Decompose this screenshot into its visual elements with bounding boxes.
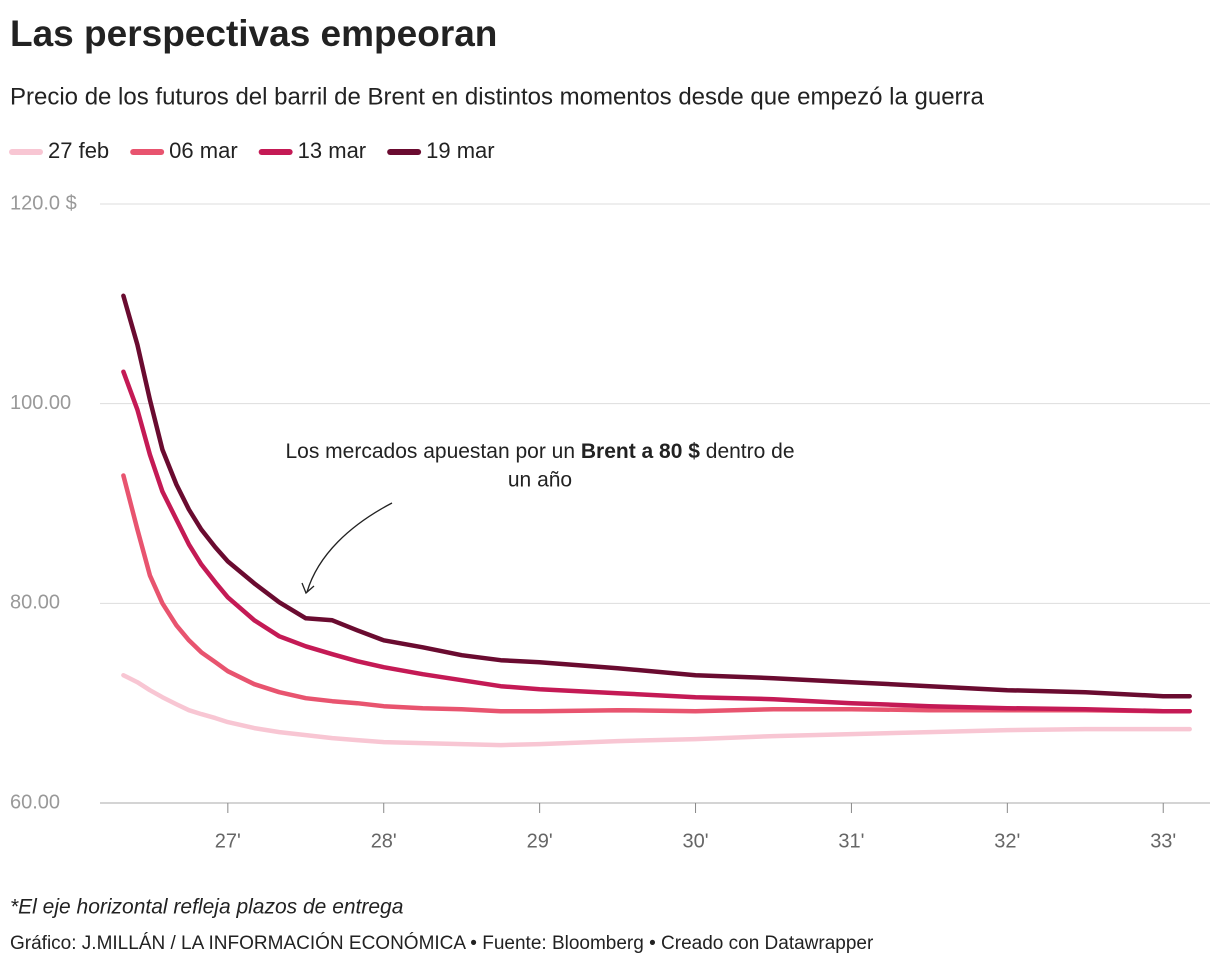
annotation-text: dentro de xyxy=(706,440,795,463)
annotation: un año xyxy=(508,469,572,492)
chart-subtitle: Precio de los futuros del barril de Bren… xyxy=(10,83,985,110)
y-tick-label: 120.0 $ xyxy=(10,192,77,214)
series-line xyxy=(121,293,1192,699)
annotation-bold: Brent a 80 $ xyxy=(581,440,700,463)
legend-label: 06 mar xyxy=(169,138,237,163)
x-tick-label: 32' xyxy=(994,830,1020,852)
x-tick-label: 30' xyxy=(682,830,708,852)
legend-label: 27 feb xyxy=(48,138,109,163)
x-tick-label: 28' xyxy=(371,830,397,852)
y-tick-label: 80.00 xyxy=(10,592,60,614)
annotation-arrowhead xyxy=(301,582,315,595)
tick-label-bg xyxy=(8,191,92,217)
annotation-text: Los mercados apuestan por un xyxy=(285,440,575,463)
tick-label-bg xyxy=(8,590,92,617)
tick-label-bg xyxy=(8,390,92,417)
series-line xyxy=(121,369,1192,714)
x-tick-label: 27' xyxy=(215,830,241,852)
series-line xyxy=(121,473,1192,714)
note: *El eje horizontal refleja plazos de ent… xyxy=(10,896,403,919)
legend: 27 feb 06 mar 13 mar 19 mar xyxy=(9,138,495,163)
x-tick-label: 31' xyxy=(838,830,864,852)
y-tick-label: 100.00 xyxy=(10,392,71,414)
source: Gráfico: J.MILLÁN / LA INFORMACIÓN ECONÓ… xyxy=(10,932,874,954)
annotation: Los mercados apuestan por un Brent a 80 … xyxy=(285,440,794,463)
annotation-arrow xyxy=(306,502,393,593)
x-tick-label: 33' xyxy=(1150,830,1176,852)
chart-title: Las perspectivas empeoran xyxy=(10,13,497,54)
legend-label: 13 mar xyxy=(298,138,366,163)
legend-label: 19 mar xyxy=(426,138,494,163)
series-line xyxy=(121,672,1192,748)
y-tick-label: 60.00 xyxy=(10,791,60,813)
x-tick-label: 29' xyxy=(527,830,553,852)
tick-label-bg xyxy=(8,790,92,816)
